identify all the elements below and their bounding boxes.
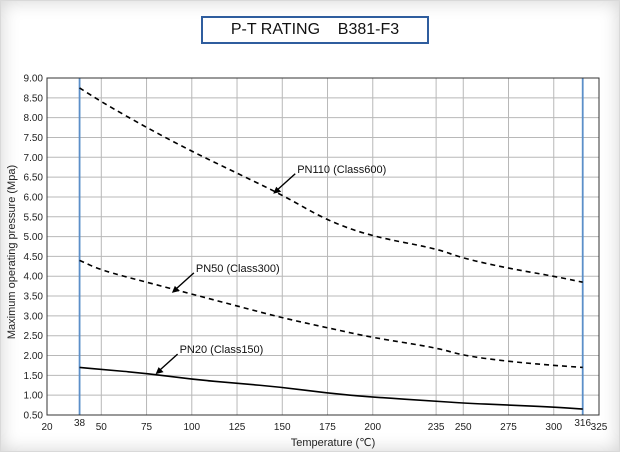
x-tick-label: 38 (74, 418, 86, 429)
x-tick-label: 50 (96, 422, 108, 433)
y-tick-label: 7.50 (24, 133, 44, 144)
series-line-1 (79, 259, 583, 369)
y-tick-label: 4.50 (24, 252, 44, 263)
axes (46, 77, 600, 416)
series-label-arrowhead (273, 186, 282, 194)
y-axis-ticks: 0.50 1.00 1.50 2.00 2.50 3.00 3.50 4.00 4.50 5.00… (24, 74, 44, 422)
y-tick-label: 2.00 (24, 351, 44, 362)
x-tick-label: 20 (41, 422, 53, 433)
x-tick-label: 75 (141, 422, 153, 433)
y-tick-label: 4.00 (24, 272, 44, 283)
y-tick-label: 0.50 (24, 411, 44, 422)
y-tick-label: 3.00 (24, 311, 44, 322)
x-tick-label: 316 (574, 418, 591, 429)
x-tick-label: 325 (591, 422, 608, 433)
series-label: PN110 (Class600) (297, 164, 386, 176)
series-label-arrowhead (155, 367, 164, 375)
x-tick-label: 200 (364, 422, 381, 433)
series-line-2 (79, 366, 583, 410)
x-tick-label: 300 (545, 422, 562, 433)
series-lines (79, 87, 583, 410)
temperature-markers (78, 78, 584, 415)
y-tick-label: 3.50 (24, 292, 44, 303)
plot-area-border (46, 77, 600, 416)
series-label-arrow (157, 353, 179, 373)
y-tick-label: 1.50 (24, 371, 44, 382)
chart-title: P-T RATING B381-F3 (201, 16, 429, 44)
x-axis-ticks: 20 38 50 75 100 125 150 175 200 235 250 275 300 316 32… (41, 418, 607, 433)
grid-lines (46, 77, 600, 416)
x-tick-label: 235 (428, 422, 445, 433)
series-label-arrowhead (171, 285, 180, 293)
series-label: PN20 (Class150) (180, 344, 264, 356)
y-tick-label: 6.00 (24, 192, 44, 203)
x-tick-label: 100 (183, 422, 200, 433)
series-label-arrow (274, 173, 296, 193)
x-tick-label: 250 (455, 422, 472, 433)
series-line-0 (79, 87, 583, 283)
y-tick-label: 2.50 (24, 331, 44, 342)
x-tick-label: 150 (274, 422, 291, 433)
y-tick-label: 1.00 (24, 391, 44, 402)
y-axis-title: Maximum operating pressure (Mpa) (6, 165, 18, 339)
series-labels: PN110 (Class600) PN50 (Class300) PN20 (Cla… (155, 164, 386, 375)
y-tick-label: 8.50 (24, 93, 44, 104)
y-tick-label: 8.00 (24, 113, 44, 124)
y-tick-label: 5.50 (24, 212, 44, 223)
x-tick-label: 275 (500, 422, 517, 433)
series-label: PN50 (Class300) (196, 263, 280, 275)
y-tick-label: 5.00 (24, 232, 44, 243)
y-tick-label: 6.50 (24, 173, 44, 184)
y-tick-label: 9.00 (24, 74, 44, 85)
x-tick-label: 125 (229, 422, 246, 433)
x-axis-title: Temperature (℃) (291, 437, 376, 449)
x-tick-label: 175 (319, 422, 336, 433)
series-label-arrow (173, 272, 195, 292)
y-tick-label: 7.00 (24, 153, 44, 164)
